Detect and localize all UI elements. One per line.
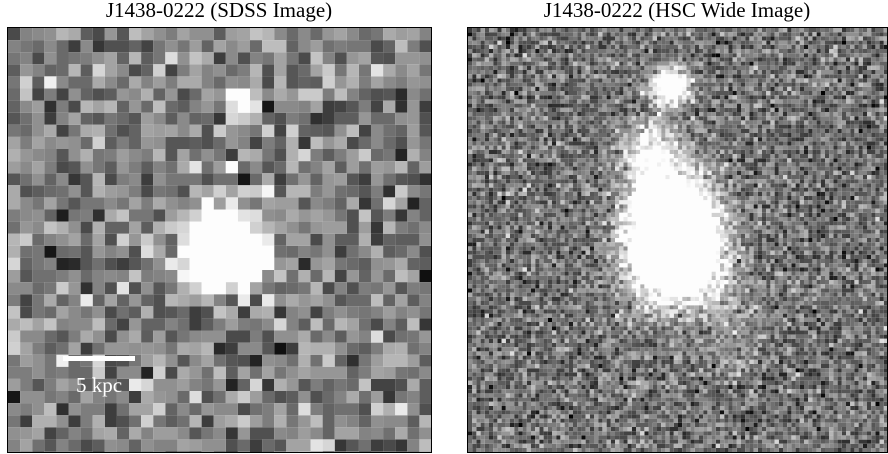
scale-bar-label: 5 kpc [76,373,122,397]
pixel-layer [56,210,68,222]
scale-bar [63,356,135,361]
panel-title: J1438-0222 (SDSS Image) [106,0,332,22]
hsc-image [468,28,887,452]
figure: J1438-0222 (SDSS Image) J1438-0222 (HSC … [0,0,888,454]
page: J1438-0222 (SDSS Image) J1438-0222 (HSC … [0,0,888,454]
panel-title: J1438-0222 (HSC Wide Image) [544,0,810,22]
sdss-image [8,28,431,452]
